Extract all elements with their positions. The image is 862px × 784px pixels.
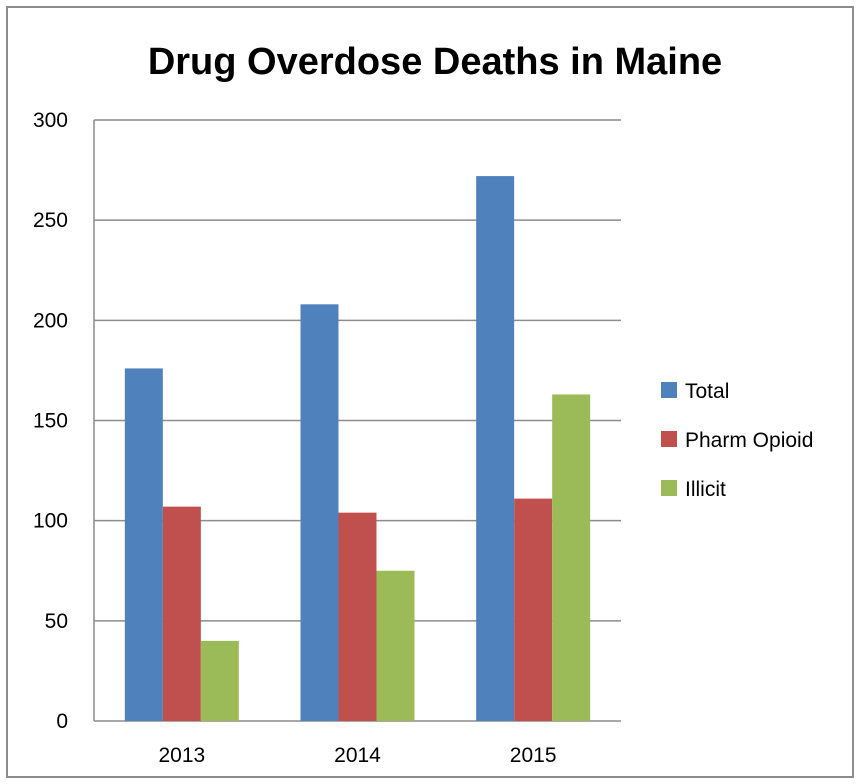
legend: Total Pharm Opioid Illicit <box>661 380 813 501</box>
chart-title: Drug Overdose Deaths in Maine <box>148 41 722 83</box>
legend-swatch-pharm-opioid <box>661 431 677 447</box>
bar-illicit-2015 <box>552 394 591 721</box>
bar-total-2013 <box>124 368 163 721</box>
bar-total-2014 <box>300 304 339 721</box>
y-tick-label: 300 <box>33 109 68 132</box>
bar-pharm-opioid-2014 <box>338 512 377 721</box>
legend-label: Illicit <box>685 478 726 501</box>
y-tick-label: 100 <box>33 510 68 533</box>
x-tick-label: 2014 <box>334 744 381 767</box>
y-tick-label: 250 <box>33 209 68 232</box>
y-tick-label: 200 <box>33 309 68 332</box>
legend-swatch-illicit <box>661 480 677 496</box>
legend-label: Total <box>685 380 729 403</box>
bars <box>124 176 591 722</box>
y-tick-label: 50 <box>45 610 68 633</box>
bar-total-2015 <box>476 176 515 722</box>
bar-pharm-opioid-2013 <box>162 506 201 721</box>
legend-label: Pharm Opioid <box>685 429 813 452</box>
y-tick-label: 0 <box>56 710 68 733</box>
bar-illicit-2014 <box>376 570 415 721</box>
x-tick-label: 2015 <box>510 744 557 767</box>
x-tick-label: 2013 <box>158 744 205 767</box>
legend-swatch-total <box>661 382 677 398</box>
y-axis: 0 50 100 150 200 250 300 <box>33 109 95 733</box>
bar-illicit-2013 <box>200 640 239 721</box>
bar-pharm-opioid-2015 <box>514 498 553 721</box>
x-axis: 2013 2014 2015 <box>158 744 556 767</box>
y-tick-label: 150 <box>33 410 68 433</box>
